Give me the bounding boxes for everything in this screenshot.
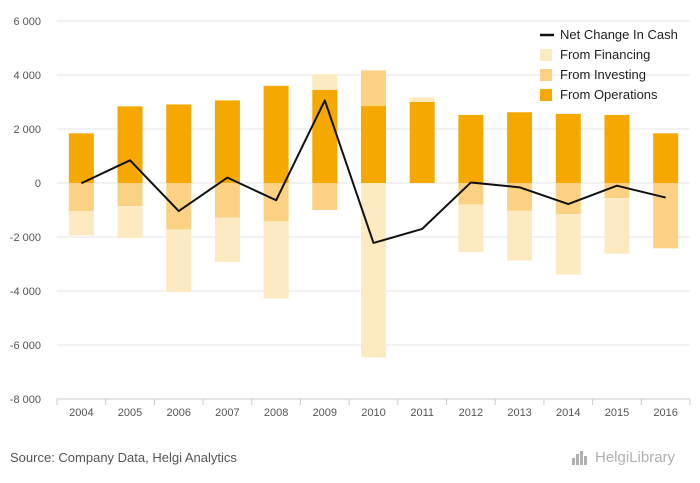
bar-from-operations-2012 <box>458 114 484 183</box>
bar-from-investing-2004 <box>68 183 94 212</box>
y-tick-label: -8 000 <box>10 394 41 406</box>
bar-from-operations-2016 <box>653 133 679 183</box>
y-tick-label: 2 000 <box>13 124 41 136</box>
bar-from-investing-2008 <box>263 183 289 222</box>
y-tick-label: -6 000 <box>10 340 41 352</box>
bar-from-operations-2010 <box>361 106 386 183</box>
bar-from-financing-2011 <box>409 97 435 102</box>
bar-from-investing-2010 <box>361 70 386 107</box>
x-tick-label: 2013 <box>507 407 531 419</box>
legend: Net Change In Cash From Financing From Inv… <box>540 27 678 102</box>
bar-from-operations-2006 <box>166 104 192 183</box>
bar-from-investing-2014 <box>555 183 581 215</box>
bar-from-operations-2015 <box>604 114 630 183</box>
bar-from-operations-2004 <box>68 133 94 183</box>
bar-from-financing-2008 <box>263 221 289 299</box>
x-tick-label: 2005 <box>118 407 142 419</box>
bar-from-financing-2005 <box>117 206 143 239</box>
bars <box>68 70 679 358</box>
x-tick-label: 2014 <box>556 407 580 419</box>
x-tick-label: 2008 <box>264 407 288 419</box>
x-tick-label: 2006 <box>166 407 190 419</box>
x-tick-label: 2010 <box>361 407 385 419</box>
legend-swatch-from-investing <box>540 69 552 81</box>
bar-from-investing-2005 <box>117 183 143 207</box>
bar-from-financing-2009 <box>312 74 338 90</box>
x-tick-label: 2016 <box>653 407 677 419</box>
legend-label: From Operations <box>560 87 658 102</box>
y-axis-ticks: 6 000 4 000 2 000 0 -2 000 -4 000 -6 000 -8 000 <box>10 16 41 406</box>
library-icon <box>572 450 590 465</box>
bar-from-financing-2010 <box>361 183 386 358</box>
bar-from-financing-2013 <box>507 210 533 261</box>
bar-from-investing-2007 <box>214 183 240 218</box>
legend-swatch-from-operations <box>540 89 552 101</box>
bar-from-operations-2005 <box>117 106 143 183</box>
x-axis-ticks: 2004 2005 2006 2007 2008 2009 2010 2011 2012 2013… <box>56 398 691 419</box>
bar-from-investing-2012 <box>458 183 484 205</box>
bar-from-financing-2007 <box>214 217 240 262</box>
x-tick-label: 2011 <box>410 407 434 419</box>
bar-from-operations-2013 <box>507 112 533 183</box>
net-change-line <box>80 99 666 244</box>
legend-label: Net Change In Cash <box>560 27 678 42</box>
brand-name: HelgiLibrary <box>595 449 676 466</box>
bar-from-operations-2008 <box>263 85 289 183</box>
bar-from-investing-2009 <box>312 183 338 210</box>
y-tick-label: -4 000 <box>10 286 41 298</box>
source-note: Source: Company Data, Helgi Analytics <box>10 450 237 465</box>
bar-from-operations-2009 <box>312 89 338 183</box>
bar-from-investing-2016 <box>653 183 679 249</box>
y-tick-label: 4 000 <box>13 70 41 82</box>
bar-from-financing-2006 <box>166 229 192 293</box>
x-tick-label: 2004 <box>69 407 93 419</box>
bar-from-financing-2015 <box>604 198 630 254</box>
brand-logo: HelgiLibrary <box>572 449 675 466</box>
x-tick-label: 2015 <box>605 407 629 419</box>
y-tick-label: -2 000 <box>10 232 41 244</box>
x-tick-label: 2007 <box>215 407 239 419</box>
legend-label: From Financing <box>560 47 650 62</box>
bar-from-financing-2014 <box>555 214 581 275</box>
x-tick-label: 2012 <box>459 407 483 419</box>
bar-from-financing-2012 <box>458 204 484 253</box>
y-tick-label: 0 <box>35 178 41 190</box>
legend-label: From Investing <box>560 67 646 82</box>
bar-from-financing-2004 <box>68 211 94 236</box>
bar-from-operations-2011 <box>409 102 435 183</box>
y-tick-label: 6 000 <box>13 16 41 28</box>
legend-swatch-from-financing <box>540 49 552 61</box>
bar-from-operations-2014 <box>555 113 581 183</box>
net-change-line-group <box>80 99 666 244</box>
cash-flow-chart: 6 000 4 000 2 000 0 -2 000 -4 000 -6 000 -8 000… <box>10 16 691 419</box>
bar-from-operations-2007 <box>214 100 240 183</box>
x-tick-label: 2009 <box>313 407 337 419</box>
